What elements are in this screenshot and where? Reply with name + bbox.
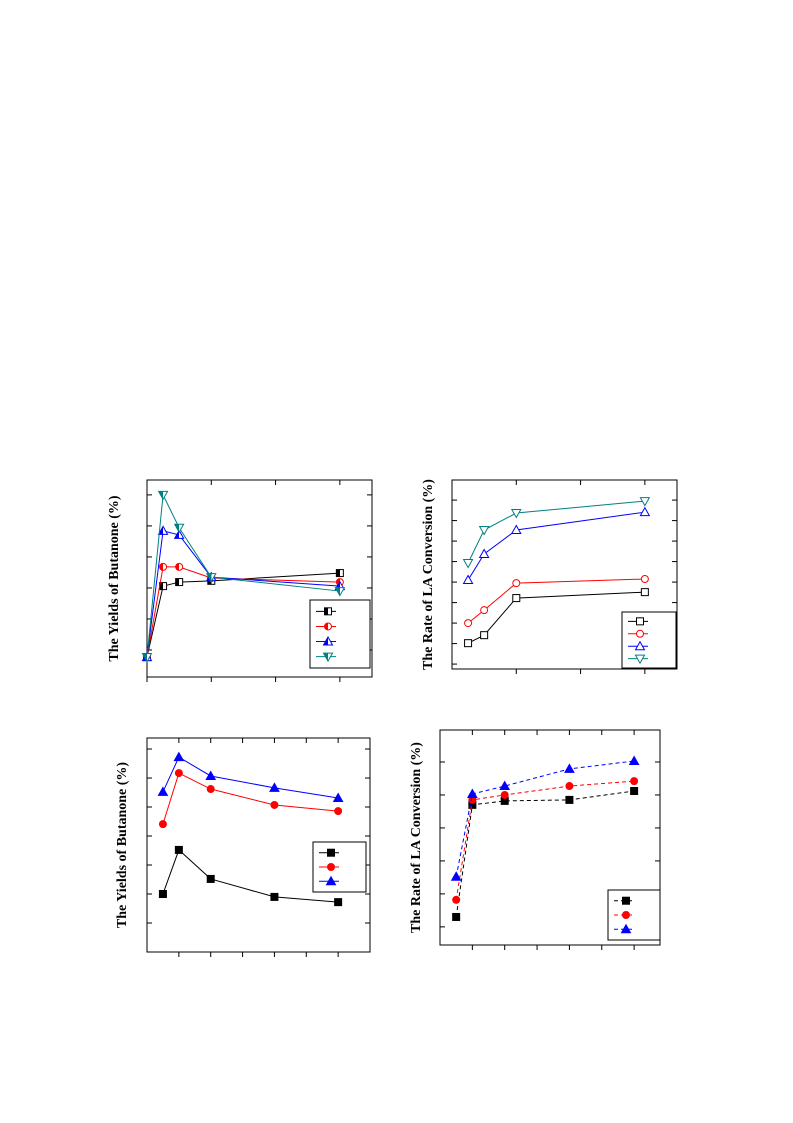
marker xyxy=(159,562,168,571)
marker xyxy=(322,652,334,663)
marker xyxy=(158,890,167,899)
marker xyxy=(334,807,343,816)
plot-frame xyxy=(451,479,678,670)
marker xyxy=(327,863,335,871)
marker xyxy=(157,490,169,501)
marker xyxy=(325,875,337,886)
marker xyxy=(480,606,489,615)
marker xyxy=(622,896,630,905)
marker xyxy=(640,575,649,584)
marker xyxy=(452,895,461,904)
marker xyxy=(462,574,474,585)
marker xyxy=(175,578,184,587)
marker xyxy=(500,790,509,799)
marker xyxy=(636,617,644,626)
series-line xyxy=(467,511,645,581)
marker xyxy=(630,787,639,796)
marker xyxy=(630,777,639,786)
marker xyxy=(334,587,346,597)
marker xyxy=(466,788,478,798)
marker xyxy=(157,786,169,796)
marker xyxy=(510,524,522,535)
marker xyxy=(322,636,334,646)
marker xyxy=(636,629,644,638)
y-axis-label: The Rate of LA Conversion (%) xyxy=(421,479,436,670)
series-line xyxy=(455,760,635,877)
marker xyxy=(565,782,574,791)
marker xyxy=(640,588,649,597)
marker xyxy=(634,654,646,665)
marker xyxy=(334,898,343,907)
y-axis-label: The Yields of Butanone (%) xyxy=(115,762,130,929)
series-line xyxy=(162,772,339,825)
marker xyxy=(205,770,217,780)
marker xyxy=(174,769,183,778)
legend-box xyxy=(309,599,371,669)
y-axis-label: The Yields of Butanone (%) xyxy=(107,495,122,662)
marker xyxy=(564,763,575,773)
marker xyxy=(478,526,490,536)
marker xyxy=(141,653,153,663)
marker xyxy=(510,509,522,519)
marker xyxy=(464,639,473,648)
plot-frame xyxy=(146,479,373,678)
marker xyxy=(159,582,168,591)
plot-frame xyxy=(439,729,661,946)
marker xyxy=(464,619,473,628)
marker xyxy=(270,892,279,901)
marker xyxy=(327,848,335,857)
marker xyxy=(206,874,215,883)
marker xyxy=(639,506,651,517)
marker xyxy=(620,923,632,934)
marker xyxy=(565,795,574,804)
series-line xyxy=(455,780,635,900)
marker xyxy=(452,912,461,921)
marker xyxy=(499,780,511,791)
marker xyxy=(175,562,184,571)
marker xyxy=(173,751,185,762)
series-line xyxy=(162,756,339,799)
marker xyxy=(450,871,462,881)
marker xyxy=(324,622,332,631)
marker xyxy=(480,631,489,640)
series-line xyxy=(467,500,645,564)
legend-box xyxy=(312,841,367,893)
series-line xyxy=(467,578,645,624)
marker xyxy=(270,800,279,809)
marker xyxy=(205,573,217,583)
marker xyxy=(174,845,183,854)
marker xyxy=(628,755,640,765)
legend-box xyxy=(621,611,677,669)
marker xyxy=(269,782,280,792)
marker xyxy=(332,792,344,803)
series-line xyxy=(455,790,635,918)
marker xyxy=(158,820,167,829)
marker xyxy=(206,785,215,794)
marker xyxy=(335,569,344,578)
marker xyxy=(173,523,185,534)
marker xyxy=(622,911,630,919)
marker xyxy=(173,529,185,539)
series-line xyxy=(162,849,339,903)
plot-frame xyxy=(146,737,371,953)
marker xyxy=(478,548,490,559)
marker xyxy=(324,607,332,616)
marker xyxy=(639,497,651,507)
y-axis-label: The Rate of LA Conversion (%) xyxy=(409,742,424,933)
marker xyxy=(157,525,169,535)
marker xyxy=(462,559,474,569)
marker xyxy=(512,579,521,588)
series-line xyxy=(467,591,645,644)
marker xyxy=(512,594,521,603)
marker xyxy=(634,640,646,651)
